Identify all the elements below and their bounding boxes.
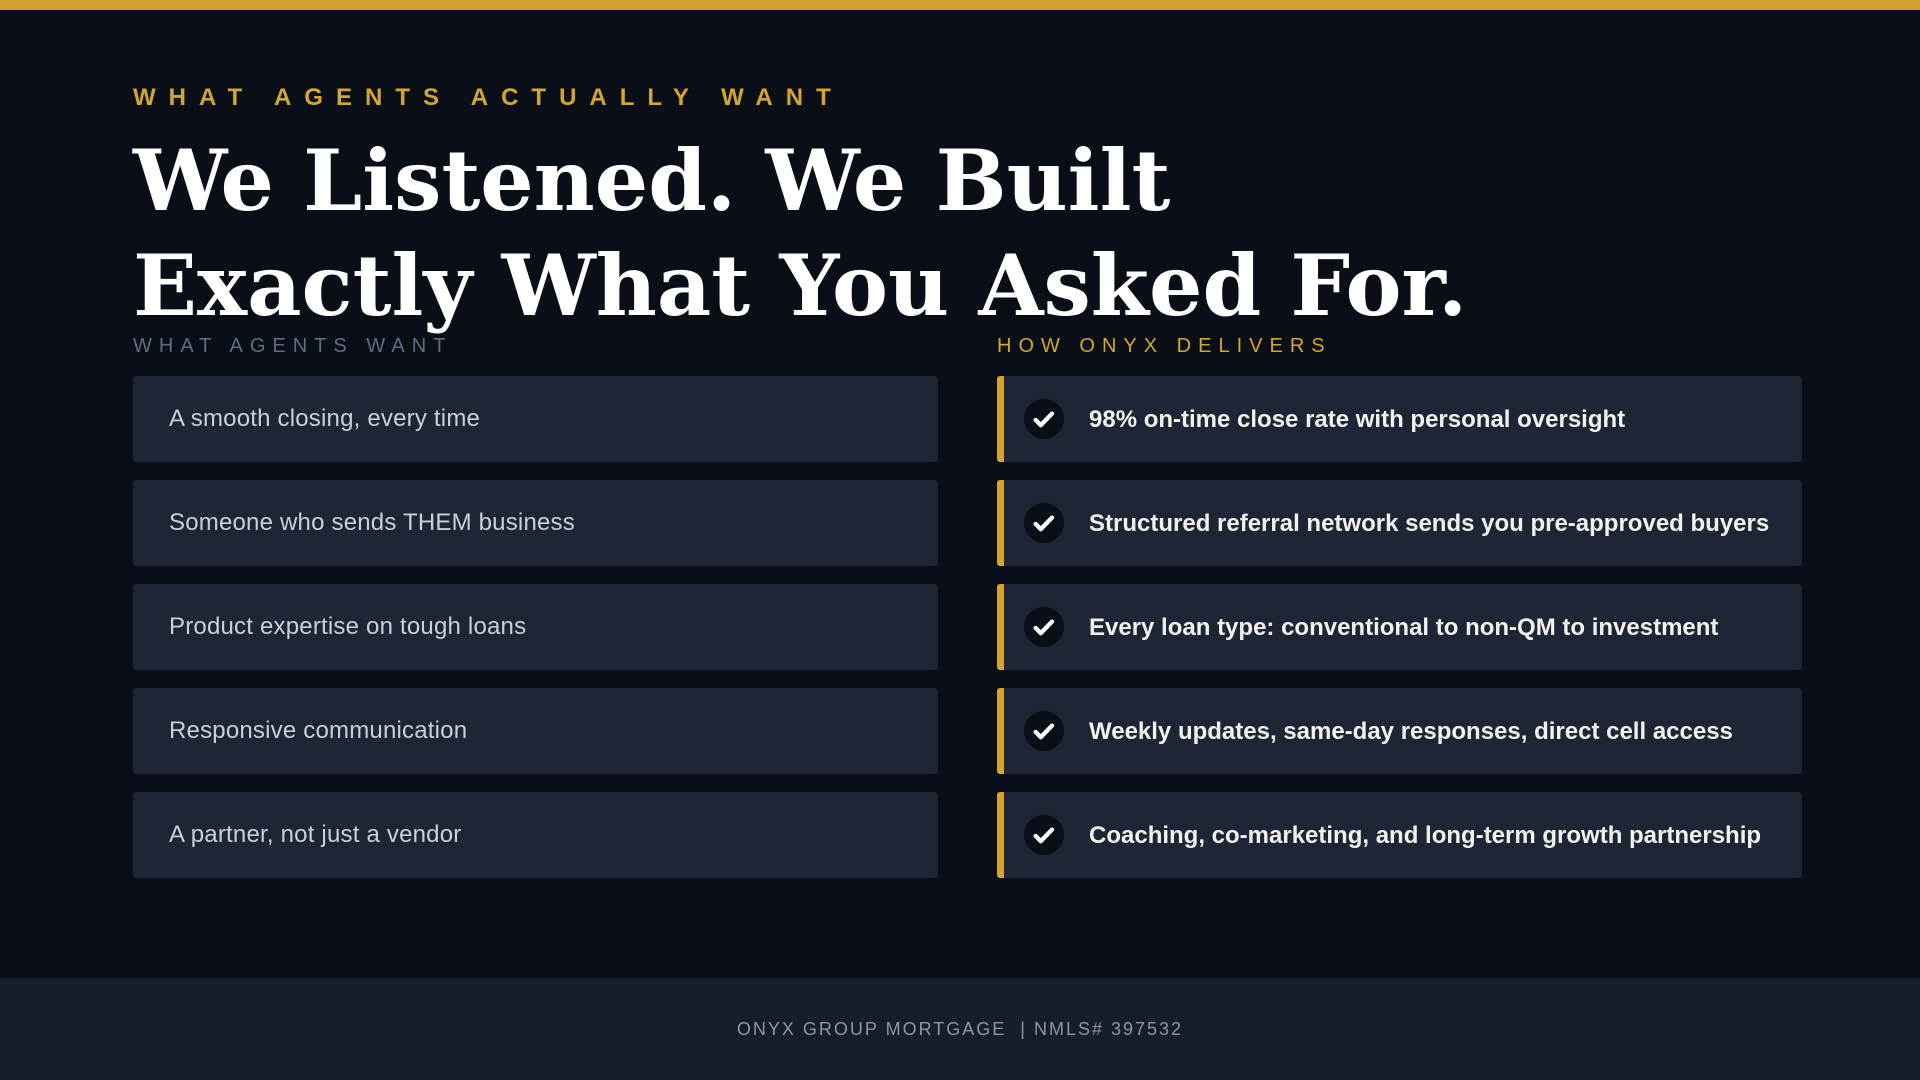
onyx-deliver-text: 98% on-time close rate with personal ove… bbox=[1089, 405, 1626, 433]
onyx-deliver-card: Weekly updates, same-day responses, dire… bbox=[997, 688, 1802, 774]
column-label-onyx-delivers: HOW ONYX DELIVERS bbox=[997, 335, 1332, 357]
check-circle-icon bbox=[1024, 815, 1064, 855]
agent-want-text: Product expertise on tough loans bbox=[169, 613, 527, 640]
check-circle-icon bbox=[1024, 711, 1064, 751]
footer-company-nmls: ONYX GROUP MORTGAGE | NMLS# 397532 bbox=[736, 1018, 1184, 1039]
page-title-line-1: We Listened. We Built bbox=[133, 131, 1171, 230]
onyx-deliver-card: Every loan type: conventional to non-QM … bbox=[997, 584, 1802, 670]
agent-want-card: Responsive communication bbox=[133, 688, 938, 774]
agent-want-card: A partner, not just a vendor bbox=[133, 792, 938, 878]
agent-want-text: Responsive communication bbox=[169, 717, 468, 744]
onyx-deliver-text: Every loan type: conventional to non-QM … bbox=[1089, 613, 1719, 641]
agent-want-card: Someone who sends THEM business bbox=[133, 480, 938, 566]
page-title: We Listened. We Built Exactly What You A… bbox=[133, 128, 1802, 338]
page-title-line-2: Exactly What You Asked For. bbox=[133, 236, 1468, 335]
agent-want-text: A smooth closing, every time bbox=[169, 405, 481, 432]
onyx-deliver-text: Weekly updates, same-day responses, dire… bbox=[1089, 717, 1733, 745]
eyebrow-label: WHAT AGENTS ACTUALLY WANT bbox=[133, 84, 844, 111]
comparison-grid: WHAT AGENTS WANT HOW ONYX DELIVERS A smo… bbox=[133, 332, 1802, 878]
onyx-deliver-card: Coaching, co-marketing, and long-term gr… bbox=[997, 792, 1802, 878]
column-label-agents-want: WHAT AGENTS WANT bbox=[133, 335, 453, 357]
check-circle-icon bbox=[1024, 399, 1064, 439]
onyx-deliver-card: Structured referral network sends you pr… bbox=[997, 480, 1802, 566]
agent-want-text: Someone who sends THEM business bbox=[169, 509, 575, 536]
check-circle-icon bbox=[1024, 503, 1064, 543]
footer-bar: ONYX GROUP MORTGAGE | NMLS# 397532 bbox=[0, 978, 1920, 1080]
slide-content: WHAT AGENTS ACTUALLY WANT We Listened. W… bbox=[0, 10, 1920, 978]
onyx-deliver-text: Coaching, co-marketing, and long-term gr… bbox=[1089, 821, 1762, 849]
top-accent-bar bbox=[0, 0, 1920, 10]
onyx-deliver-text: Structured referral network sends you pr… bbox=[1089, 509, 1770, 537]
onyx-deliver-card: 98% on-time close rate with personal ove… bbox=[997, 376, 1802, 462]
check-circle-icon bbox=[1024, 607, 1064, 647]
agent-want-text: A partner, not just a vendor bbox=[169, 821, 462, 848]
agent-want-card: Product expertise on tough loans bbox=[133, 584, 938, 670]
agent-want-card: A smooth closing, every time bbox=[133, 376, 938, 462]
